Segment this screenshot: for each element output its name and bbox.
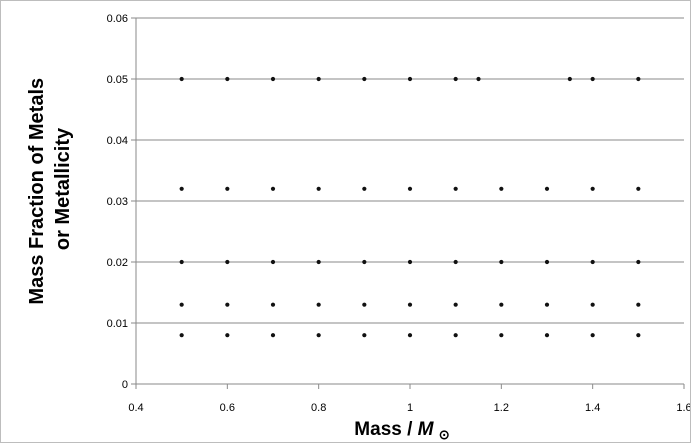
data-point <box>179 302 184 307</box>
x-tick-label: 1 <box>407 402 413 414</box>
data-point <box>316 333 321 338</box>
y-axis-title-line-2: or Metallicity <box>52 127 74 250</box>
data-point <box>179 333 184 338</box>
data-point <box>453 302 458 307</box>
data-point <box>225 186 230 191</box>
x-tick-label: 1.2 <box>494 402 509 414</box>
data-point <box>636 259 641 265</box>
data-point <box>636 302 641 307</box>
data-point <box>499 333 504 338</box>
grid-layer <box>136 17 684 324</box>
x-tick-label: 0.8 <box>311 402 326 414</box>
data-point <box>362 259 367 265</box>
y-tick-label: 0.03 <box>107 196 128 208</box>
data-point <box>590 302 595 307</box>
x-tick-label: 0.6 <box>220 402 235 414</box>
data-point <box>453 259 458 265</box>
y-tick-label: 0 <box>122 379 128 391</box>
data-point <box>179 76 184 82</box>
data-point <box>407 333 413 338</box>
x-tick-label: 1.4 <box>585 402 600 414</box>
data-point <box>499 259 504 265</box>
data-point <box>225 333 230 338</box>
data-point <box>636 76 641 82</box>
data-point <box>225 302 230 307</box>
data-point <box>316 76 321 82</box>
points-layer <box>179 76 641 338</box>
data-point <box>590 186 595 191</box>
data-point <box>270 259 276 265</box>
data-point <box>407 186 413 191</box>
data-point <box>270 302 276 307</box>
data-point <box>590 76 595 82</box>
data-point <box>362 76 367 82</box>
y-axis-title: Mass Fraction of Metals or Metallicity <box>26 73 74 304</box>
data-point <box>362 302 367 307</box>
data-point <box>590 333 595 338</box>
data-point <box>476 76 481 82</box>
data-point <box>453 76 458 82</box>
data-point <box>499 186 504 191</box>
y-tick-label: 0.02 <box>107 257 128 269</box>
x-axis-title-text: Mass / <box>354 419 417 440</box>
data-point <box>499 302 504 307</box>
x-axis-title: Mass / M ⊙ <box>354 419 449 442</box>
data-point <box>544 302 550 307</box>
x-axis-title-symbol: M <box>418 419 435 440</box>
data-point <box>590 259 595 265</box>
y-tick-label: 0.04 <box>107 135 128 147</box>
data-point <box>567 76 572 82</box>
y-tick-label: 0.06 <box>107 13 128 25</box>
x-axis-title-subscript: ⊙ <box>439 427 450 442</box>
data-point <box>544 259 550 265</box>
axis-layer <box>131 17 685 389</box>
data-point <box>270 76 276 82</box>
data-point <box>362 333 367 338</box>
data-point <box>179 259 184 265</box>
data-point <box>636 186 641 191</box>
data-point <box>407 76 413 82</box>
data-point <box>316 302 321 307</box>
y-axis-title-line-1: Mass Fraction of Metals <box>26 78 48 305</box>
y-tick-label: 0.01 <box>107 318 128 330</box>
x-tick-label: 1.6 <box>676 402 690 414</box>
data-point <box>179 186 184 191</box>
data-point <box>407 302 413 307</box>
data-point <box>636 333 641 338</box>
tick-label-layer: 0 0.01 0.02 0.03 0.04 0.05 0.06 0.4 0.6 0.8 1 1.2 1.… <box>107 13 691 414</box>
data-point <box>225 259 230 265</box>
x-tick-label: 0.4 <box>128 402 143 414</box>
data-point <box>270 186 276 191</box>
data-point <box>407 259 413 265</box>
data-point <box>362 186 367 191</box>
data-point <box>225 76 230 82</box>
data-point <box>544 333 550 338</box>
data-point <box>316 186 321 191</box>
data-point <box>544 186 550 191</box>
data-point <box>270 333 276 338</box>
data-point <box>316 259 321 265</box>
y-tick-label: 0.05 <box>107 74 128 86</box>
data-point <box>453 333 458 338</box>
data-point <box>453 186 458 191</box>
